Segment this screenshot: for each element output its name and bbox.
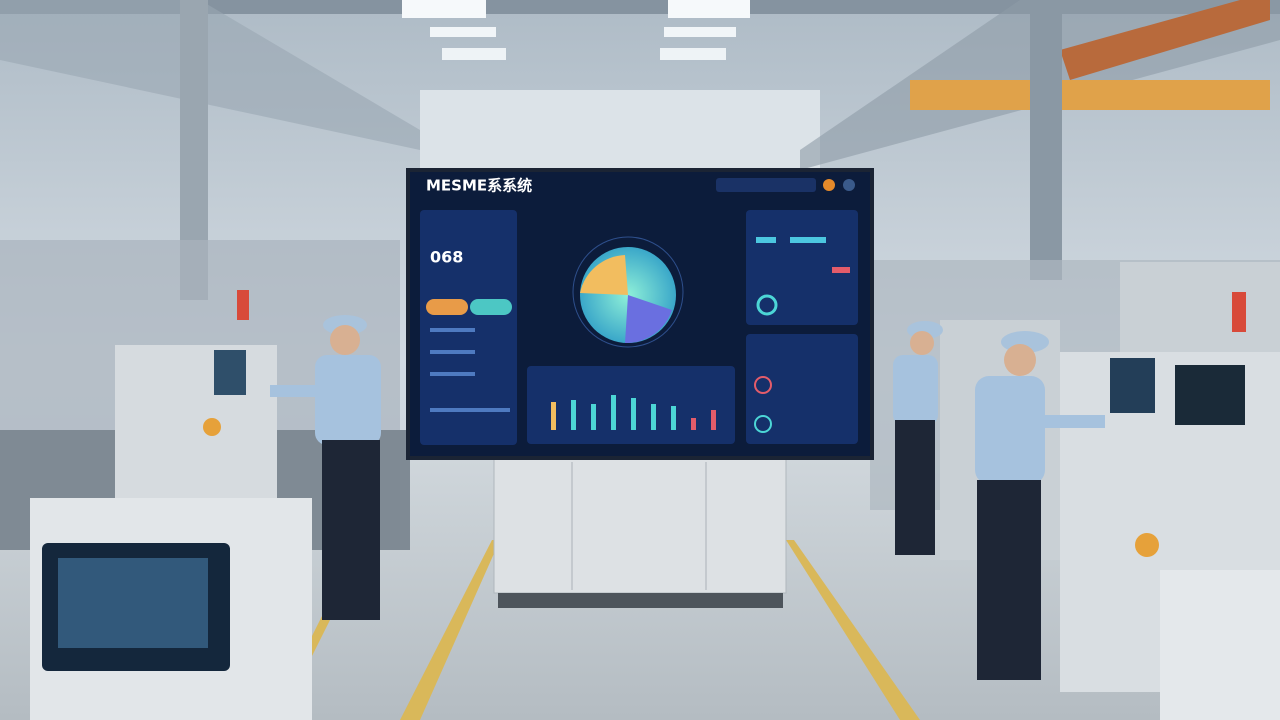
list-row [430, 408, 510, 412]
pants [977, 480, 1041, 680]
tag [832, 267, 850, 273]
worker [893, 321, 943, 555]
tag [790, 237, 826, 243]
head [910, 331, 934, 355]
bar [571, 400, 576, 430]
machine-screen [1110, 358, 1155, 413]
pie-ring [572, 236, 684, 348]
toolbar [716, 178, 816, 192]
bar [591, 404, 596, 430]
machine-screen [1175, 365, 1245, 425]
counter: 068 [430, 248, 463, 267]
crane-beam [910, 80, 1270, 110]
arm [1040, 415, 1105, 428]
crane-beam [1060, 0, 1270, 80]
arm [270, 385, 320, 397]
pie-slice [625, 295, 672, 344]
machine-screen [214, 350, 246, 395]
list-row [430, 328, 475, 332]
head [1004, 344, 1036, 376]
ceiling-light [430, 27, 496, 37]
status-pill [470, 299, 512, 315]
dashboard-title: MESME系系统 [426, 177, 532, 195]
shirt [975, 376, 1045, 484]
cabinet [493, 457, 787, 594]
bar [711, 410, 716, 430]
list-row [430, 372, 475, 376]
machine [115, 345, 277, 500]
pie-slice [580, 255, 628, 295]
monitor: MESME系系统 068 [406, 168, 874, 460]
beam [0, 0, 1280, 14]
worker [975, 331, 1105, 680]
left-panel [420, 210, 517, 445]
tag [756, 237, 776, 243]
signal-light [237, 290, 249, 320]
machine [1160, 570, 1280, 720]
column [1030, 0, 1062, 280]
ceiling-light [664, 27, 736, 37]
floor-line [400, 540, 500, 720]
screen-stand [493, 457, 787, 608]
list-row [430, 350, 475, 354]
pants [895, 420, 935, 555]
bar [691, 418, 696, 430]
ceiling-light [402, 0, 486, 18]
shirt [315, 355, 381, 445]
machine-button [203, 418, 221, 436]
machine [1120, 262, 1280, 352]
machine-button [1135, 533, 1159, 557]
bar [551, 402, 556, 430]
gauge [756, 294, 778, 316]
pants [322, 440, 380, 620]
gauge [754, 415, 772, 433]
bar [611, 395, 616, 430]
gauge [754, 376, 772, 394]
ceiling-light [660, 48, 726, 60]
signal-light [1232, 292, 1246, 332]
right-machines [870, 260, 1280, 720]
right-panel [746, 334, 858, 444]
head [330, 325, 360, 355]
status-pill [426, 299, 468, 315]
ceiling-light [442, 48, 506, 60]
worker [270, 315, 381, 620]
bar [631, 398, 636, 430]
shirt [893, 355, 938, 425]
bar-group [551, 395, 716, 430]
bar [671, 406, 676, 430]
toolbar-icon [823, 179, 835, 191]
bar [651, 404, 656, 430]
floor-line [786, 540, 920, 720]
ceiling-light [668, 0, 750, 18]
ceiling [0, 0, 1280, 300]
screen-glow [58, 558, 208, 648]
toolbar-icon [843, 179, 855, 191]
left-truss [0, 0, 420, 150]
cabinet-base [498, 593, 783, 608]
